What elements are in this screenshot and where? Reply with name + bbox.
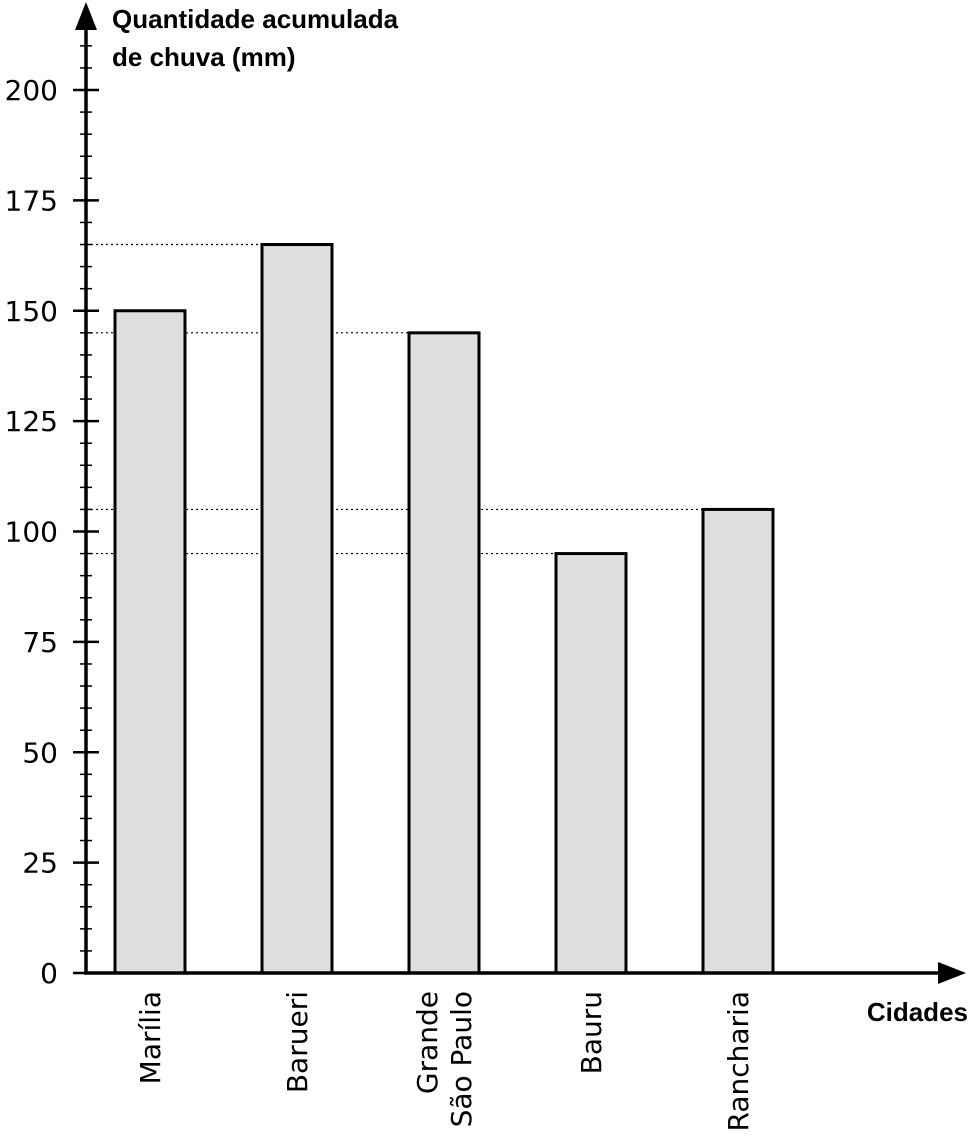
- y-tick-label: 125: [5, 405, 58, 438]
- y-axis-title-line-2: de chuva (mm): [112, 42, 296, 72]
- category-label: Grande: [411, 991, 444, 1094]
- y-axis-title: Quantidade acumulada de chuva (mm): [112, 4, 405, 72]
- y-tick-label: 0: [40, 957, 58, 990]
- axes: [75, 2, 966, 984]
- bar: [554, 552, 628, 975]
- y-ticks: [73, 23, 99, 975]
- y-axis-title-line-1: Quantidade acumulada: [112, 4, 399, 34]
- y-tick-label: 175: [5, 184, 58, 217]
- category-label: Marília: [134, 991, 167, 1084]
- y-tick-label: 150: [5, 295, 58, 328]
- bar: [113, 309, 187, 975]
- bar: [407, 331, 481, 975]
- category-labels: Marília Barueri Grande São Paulo Bauru Rancha…: [134, 991, 755, 1132]
- y-tick-label: 50: [22, 736, 58, 769]
- y-axis-arrow: [75, 2, 97, 30]
- y-tick-label: 100: [5, 516, 58, 549]
- x-axis-title: Cidades: [867, 997, 968, 1027]
- category-label: Barueri: [281, 991, 314, 1093]
- category-label: Rancharia: [722, 991, 755, 1132]
- x-axis-arrow: [938, 962, 966, 984]
- category-label: São Paulo: [445, 991, 478, 1127]
- bar: [260, 243, 334, 975]
- category-label: Bauru: [575, 991, 608, 1074]
- bars: [113, 243, 775, 975]
- bar: [701, 507, 775, 975]
- y-tick-label: 75: [22, 626, 58, 659]
- y-tick-labels: 0 25 50 75 100 125 150 175 200: [5, 74, 58, 990]
- y-tick-label: 25: [22, 847, 58, 880]
- y-tick-label: 200: [5, 74, 58, 107]
